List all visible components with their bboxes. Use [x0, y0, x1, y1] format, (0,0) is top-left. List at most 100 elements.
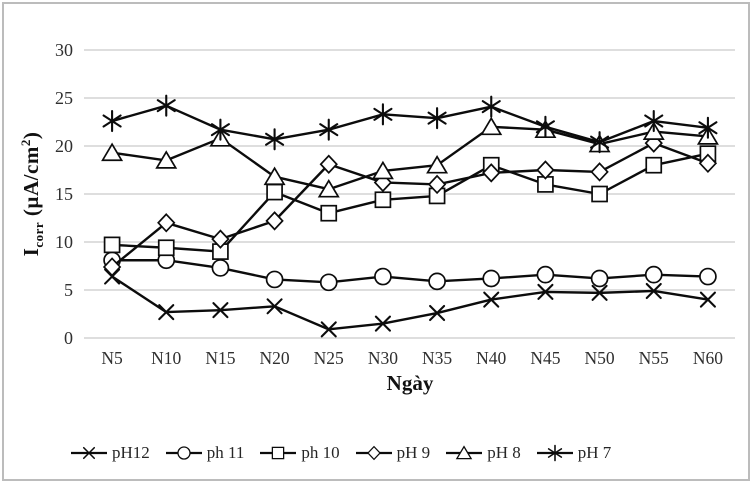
series-ph 11-marker-N25 — [319, 273, 338, 292]
series-pH 9-marker-N35 — [427, 174, 447, 195]
series-pH 7-marker-N30 — [373, 103, 393, 126]
x-tick-label-N45: N45 — [530, 348, 560, 368]
legend: pH12 ph 11 ph 10 pH 9 pH 8 pH 7 — [70, 441, 611, 465]
legend-sample-pH 7 — [547, 444, 562, 462]
series-pH 7-marker-N50 — [590, 131, 610, 154]
x-tick-label-N35: N35 — [422, 348, 452, 368]
series-ph 11 — [103, 251, 717, 292]
series-pH 9-marker-N25 — [319, 154, 338, 174]
legend-marker-asterisk-icon — [536, 444, 573, 462]
x-axis-title: Ngày — [386, 371, 434, 395]
series-pH 7-marker-N25 — [319, 118, 339, 141]
legend-sample-pH 9 — [366, 445, 381, 461]
series-pH 8-marker-N35 — [426, 155, 449, 174]
series-pH 8-marker-N40 — [480, 116, 503, 136]
legend-label: pH 7 — [577, 443, 612, 462]
series-pH12-marker-N55 — [645, 282, 662, 300]
series-ph 11-line — [112, 259, 708, 284]
series-ph 11-marker-N15 — [211, 259, 230, 277]
series-ph 10-marker-N25 — [320, 204, 338, 222]
y-tick-label-20: 20 — [55, 136, 73, 156]
series-ph 10-marker-N50 — [591, 185, 608, 203]
series-ph 11-marker-N35 — [428, 272, 446, 291]
x-tick-label-N40: N40 — [476, 348, 506, 368]
series-ph 11-marker-N60 — [699, 267, 717, 286]
series-pH 7-line — [111, 104, 709, 144]
legend-marker-diamond-icon — [355, 445, 392, 461]
series-pH 7-marker-N20 — [265, 128, 285, 151]
legend-marker-circle-icon — [165, 446, 202, 460]
series-pH 9-line — [111, 141, 709, 268]
series-pH 7-marker-N5 — [102, 109, 122, 133]
series-ph 10-line — [112, 152, 709, 253]
series-pH12-marker-N45 — [537, 283, 554, 300]
series-pH 7 — [102, 94, 718, 154]
series-ph 10-marker-N20 — [266, 183, 283, 201]
series-pH 9 — [102, 133, 718, 277]
series-ph 11-marker-N55 — [644, 265, 663, 284]
series-ph 10-marker-N30 — [374, 191, 392, 209]
x-tick-label-N5: N5 — [101, 348, 123, 368]
series-pH 8-marker-N30 — [371, 160, 394, 180]
x-tick-label-N50: N50 — [585, 348, 615, 368]
y-tick-label-15: 15 — [55, 184, 73, 204]
legend-item-ph 11: ph 11 — [165, 441, 245, 465]
legend-item-ph 10: ph 10 — [259, 441, 340, 465]
legend-sample-ph 11 — [177, 446, 191, 460]
x-tick-label-N15: N15 — [205, 348, 235, 368]
legend-marker-x-icon — [71, 446, 107, 460]
y-tick-label-5: 5 — [64, 280, 73, 300]
series-pH12-marker-N10 — [158, 304, 175, 321]
legend-sample-pH 8 — [455, 445, 473, 460]
line-chart-plot: 0 5 10 15 20 25 30 N5 N10 N15 N20 N25 N30 N35 N40 N45 N5… — [55, 40, 735, 368]
y-tick-label-25: 25 — [55, 88, 73, 108]
legend-label: ph 11 — [206, 443, 245, 462]
series-pH 8-marker-N5 — [101, 142, 124, 162]
series-ph 11-marker-N40 — [482, 269, 501, 288]
legend-item-pH 8: pH 8 — [445, 441, 521, 465]
y-tick-label-30: 30 — [55, 40, 73, 60]
series-pH 9-marker-N20 — [265, 211, 284, 231]
series-pH 7-marker-N40 — [481, 95, 501, 118]
series-ph 10-marker-N5 — [103, 236, 121, 254]
legend-marker-square-icon — [260, 446, 297, 460]
series-ph 11-marker-N50 — [590, 269, 609, 288]
x-tick-label-N10: N10 — [151, 348, 181, 368]
series-ph 10-marker-N10 — [157, 239, 175, 257]
series-pH12-marker-N25 — [320, 321, 337, 338]
series-pH 7-marker-N60 — [698, 116, 718, 139]
series-ph 11-marker-N45 — [536, 265, 555, 284]
legend-item-pH12: pH12 — [70, 441, 150, 465]
x-tick-label-N60: N60 — [693, 348, 723, 368]
series-pH12-marker-N15 — [212, 302, 229, 319]
series-ph 11-marker-N30 — [374, 267, 392, 286]
series-pH 7-marker-N15 — [210, 118, 230, 141]
x-tick-label-N30: N30 — [368, 348, 398, 368]
legend-sample-ph 10 — [272, 446, 285, 460]
series-pH 9-marker-N15 — [211, 229, 230, 249]
series-pH 7-marker-N35 — [427, 107, 447, 130]
series-pH 9-marker-N60 — [698, 153, 718, 174]
series-pH 7-marker-N55 — [644, 109, 664, 133]
x-tick-label-N20: N20 — [260, 348, 290, 368]
legend-label: ph 10 — [301, 443, 340, 462]
y-tick-label-10: 10 — [55, 232, 73, 252]
series-pH 8-marker-N20 — [263, 166, 286, 186]
legend-label: pH 9 — [396, 443, 431, 462]
series-pH 8-line — [111, 125, 709, 191]
legend-item-pH 9: pH 9 — [355, 441, 431, 465]
series-pH 9-marker-N40 — [482, 163, 501, 183]
legend-label: pH 8 — [487, 443, 521, 462]
series-ph 10-marker-N55 — [645, 156, 663, 174]
series-pH 9-marker-N10 — [157, 213, 176, 233]
series-pH12-marker-N20 — [266, 298, 283, 315]
series-pH 9-marker-N45 — [536, 160, 555, 180]
series-ph 11-marker-N20 — [265, 270, 284, 289]
legend-marker-triangle-icon — [446, 445, 483, 460]
series-pH 8-marker-N25 — [317, 179, 340, 198]
series-pH 9-marker-N5 — [102, 257, 122, 277]
x-tick-label-N55: N55 — [639, 348, 669, 368]
series-pH12-line — [111, 275, 709, 331]
series-pH 7-marker-N45 — [535, 115, 555, 138]
